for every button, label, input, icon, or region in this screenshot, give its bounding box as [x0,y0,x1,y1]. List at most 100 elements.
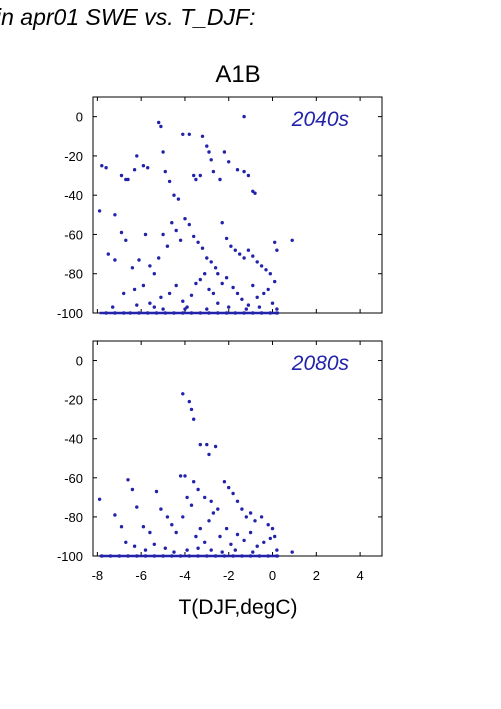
data-point [189,293,194,297]
data-point [270,526,275,531]
data-point [161,232,165,237]
data-point [266,523,270,527]
data-point [126,478,130,482]
data-point [196,487,200,492]
data-point [159,124,163,129]
data-point [113,513,117,517]
data-point [242,538,246,543]
data-point [246,248,251,252]
data-point [273,534,277,539]
y-tick-label: -40 [64,432,83,447]
data-point [106,252,111,256]
data-point [178,474,183,478]
data-point [161,307,165,311]
data-point [183,307,187,311]
data-point [218,534,222,539]
data-point [130,266,135,270]
data-point [196,546,200,550]
data-point [154,489,159,494]
data-point [141,283,146,288]
data-point [185,495,189,500]
data-point [124,540,128,544]
y-tick-label: -80 [64,267,83,282]
data-point [222,150,227,154]
data-point [170,523,174,527]
data-point [251,254,255,258]
data-point [189,503,194,507]
data-point [159,507,163,511]
data-point [192,173,196,178]
data-point [209,260,213,264]
data-point [246,303,251,307]
data-point [253,519,257,523]
data-point [181,299,185,303]
panels-layer: 0-20-40-60-80-1002040s0-20-40-60-80-100-… [57,96,383,583]
data-point [209,158,213,162]
data-point [209,548,213,552]
data-point [257,305,262,309]
data-point [255,544,259,548]
data-point [253,191,257,195]
data-point [194,534,198,539]
data-point [111,305,115,309]
data-point [167,179,172,184]
data-point [187,222,191,227]
data-point [174,228,178,233]
data-point [157,256,161,260]
data-point [244,515,248,519]
data-point [198,442,202,447]
data-point [251,283,255,288]
data-point [203,495,207,500]
data-point [172,550,176,554]
data-point [176,197,181,201]
page-title: in apr01 SWE vs. T_DJF: [0,4,256,30]
data-point [229,542,233,546]
data-point [227,305,231,309]
data-point [135,154,139,158]
data-point [216,301,220,305]
x-tick-label: 2 [313,568,320,583]
data-point [181,515,185,519]
data-point [248,511,253,515]
data-point [213,266,218,270]
data-point [132,287,137,292]
y-tick-label: -20 [64,393,83,408]
data-point [264,268,268,272]
data-point [290,238,294,242]
data-point [205,256,209,260]
x-axis-title: T(DJF,degC) [178,596,297,619]
data-point [251,550,255,554]
data-point [220,281,224,286]
data-point [222,480,227,484]
data-point [216,272,220,276]
data-point [174,283,178,288]
y-tick-label: 0 [76,354,83,369]
data-point [119,230,124,235]
data-point [198,526,202,531]
data-point [211,291,216,296]
data-point [122,291,126,296]
data-point [200,134,205,138]
points-2040s [97,114,294,315]
y-tick-label: 0 [76,110,83,125]
data-point [235,291,240,296]
data-point [198,277,202,282]
data-point [200,246,205,250]
data-point [187,132,191,136]
data-point [187,399,191,404]
data-point [205,307,209,311]
y-tick-label: -100 [57,306,83,321]
data-point [152,305,156,309]
data-point [251,189,255,193]
y-tick-label: -100 [57,549,83,564]
data-point [170,221,174,225]
data-point [163,169,167,174]
data-point [235,168,240,172]
data-point [235,532,240,537]
data-point [207,287,211,292]
data-point [135,303,139,307]
x-tick-label: -6 [135,568,147,583]
data-point [207,519,211,523]
data-point [132,168,137,172]
